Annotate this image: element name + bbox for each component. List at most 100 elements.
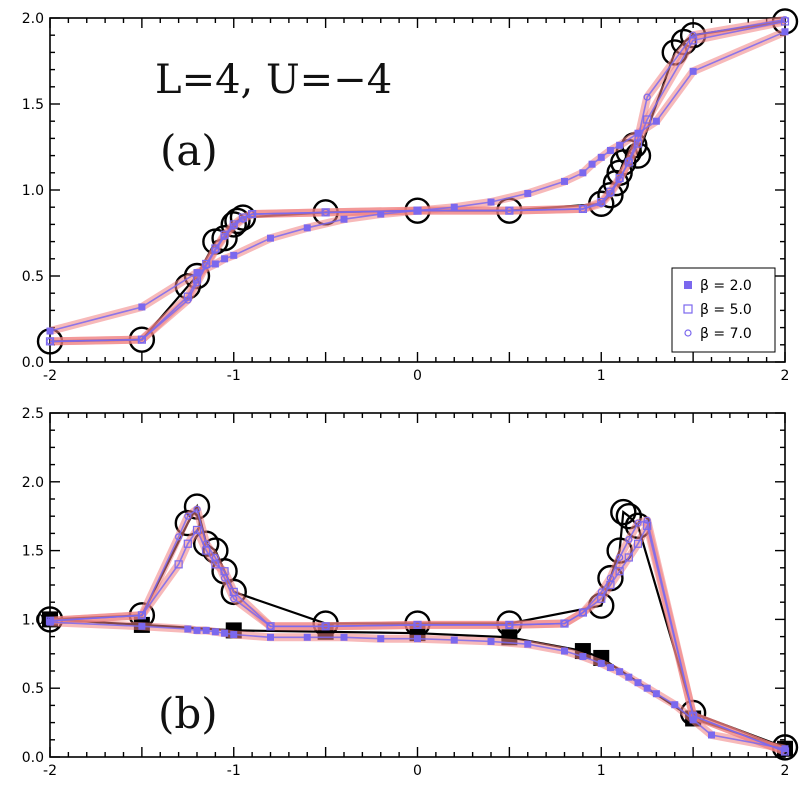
data-point <box>606 664 614 672</box>
reference-marker <box>211 224 238 252</box>
data-point <box>303 633 311 641</box>
data-point <box>322 208 330 216</box>
data-point <box>616 141 624 149</box>
data-point <box>202 259 211 269</box>
legend-label: β = 2.0 <box>700 278 752 294</box>
legend-marker <box>684 281 692 289</box>
data-point <box>174 560 183 569</box>
reference-marker <box>610 498 637 526</box>
x-tick-label: 2 <box>781 763 790 779</box>
series-line <box>49 18 786 343</box>
series-line <box>49 507 786 753</box>
data-point <box>597 200 605 208</box>
y-tick-label: 0.0 <box>22 750 44 766</box>
x-tick-label: 1 <box>597 763 606 779</box>
data-point <box>524 189 532 197</box>
x-tick-label: -1 <box>227 368 241 384</box>
tick-marks <box>49 412 786 758</box>
data-point <box>211 553 219 562</box>
data-point <box>634 679 642 687</box>
data-point <box>579 169 587 177</box>
data-point <box>624 553 633 562</box>
data-point <box>266 622 275 630</box>
data-point <box>643 684 651 692</box>
series-0 <box>46 28 789 335</box>
data-point <box>615 567 624 576</box>
data-point <box>211 628 219 636</box>
data-point <box>625 157 633 165</box>
data-point <box>616 553 624 562</box>
data-point <box>221 255 229 263</box>
data-point <box>413 207 422 215</box>
data-point <box>138 303 146 311</box>
data-point <box>634 519 642 527</box>
data-point <box>211 246 219 254</box>
legend-marker <box>684 329 692 337</box>
data-point <box>505 621 513 629</box>
data-point <box>267 633 274 641</box>
data-point <box>487 198 495 206</box>
data-point <box>643 115 652 124</box>
data-point <box>193 505 201 513</box>
series-2 <box>46 16 789 345</box>
reference-marker <box>615 503 643 530</box>
data-point <box>221 629 229 637</box>
data-point <box>175 533 183 541</box>
data-point <box>643 516 651 524</box>
x-tick-label: -1 <box>227 763 241 779</box>
data-point <box>184 512 192 520</box>
y-tick-label: 1.5 <box>22 97 44 113</box>
data-point <box>183 539 192 548</box>
y-tick-label: 0.5 <box>22 681 44 697</box>
data-point <box>597 659 605 667</box>
data-point <box>322 622 330 630</box>
data-point <box>340 633 348 641</box>
data-point <box>184 296 192 304</box>
data-point <box>230 631 238 639</box>
data-point <box>193 626 201 634</box>
panel-a: -2 -1 0 1 2 0.0 0.5 1.0 1.5 2.0 L=4, U=−4 (a) β = 2.… <box>22 8 799 384</box>
data-point <box>267 234 274 242</box>
data-point <box>689 716 697 724</box>
data-point <box>560 619 569 628</box>
y-tick-label: 2.0 <box>22 475 44 491</box>
data-point <box>689 31 697 39</box>
data-point <box>340 215 348 223</box>
data-point <box>780 17 790 26</box>
data-point <box>616 176 624 184</box>
data-point <box>781 28 789 36</box>
data-point <box>138 336 146 344</box>
data-point <box>633 539 643 548</box>
data-point <box>46 618 54 626</box>
data-point <box>202 626 210 634</box>
data-point <box>46 327 54 335</box>
y-tick-label: 2.5 <box>22 406 44 422</box>
panel-b: -2 -1 0 1 20.00.51.01.52.02.5(b) <box>22 406 799 779</box>
data-point <box>634 129 642 137</box>
data-point <box>230 222 238 230</box>
data-point <box>193 279 201 287</box>
data-point <box>625 673 633 681</box>
legend-label: β = 7.0 <box>700 326 752 342</box>
y-tick-label: 2.0 <box>22 11 44 27</box>
data-point <box>248 210 256 218</box>
y-tick-label: 0.0 <box>22 355 44 371</box>
data-point <box>377 635 385 643</box>
data-point <box>211 260 219 268</box>
data-point <box>634 134 642 142</box>
x-tick-label: 0 <box>413 763 422 779</box>
x-tick-label: 2 <box>781 368 790 384</box>
x-tick-label: 0 <box>413 368 422 384</box>
data-point <box>46 617 54 625</box>
y-tick-label: 0.5 <box>22 269 44 285</box>
data-point <box>193 269 201 277</box>
reference-marker <box>220 211 247 238</box>
data-point <box>781 747 789 756</box>
data-point <box>606 189 615 198</box>
data-point <box>413 621 422 629</box>
data-point <box>414 635 421 643</box>
data-point <box>239 215 247 223</box>
data-point <box>450 636 458 644</box>
data-point <box>606 574 615 582</box>
